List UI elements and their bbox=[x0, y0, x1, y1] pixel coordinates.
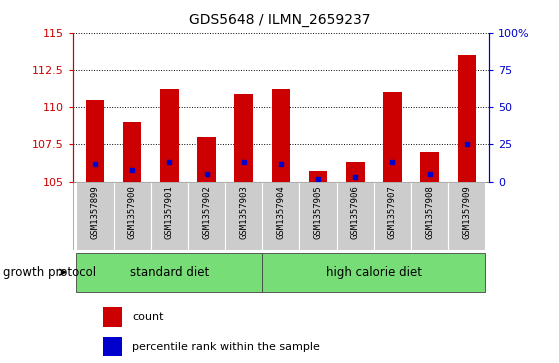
Bar bbox=[77, 253, 262, 292]
Text: GSM1357909: GSM1357909 bbox=[462, 185, 471, 239]
Bar bbox=[383, 92, 402, 182]
Text: GDS5648 / ILMN_2659237: GDS5648 / ILMN_2659237 bbox=[189, 13, 370, 27]
Bar bbox=[420, 152, 439, 182]
Text: GSM1357901: GSM1357901 bbox=[165, 185, 174, 239]
Text: GSM1357904: GSM1357904 bbox=[276, 185, 286, 239]
Bar bbox=[309, 171, 328, 182]
Bar bbox=[86, 100, 105, 182]
Text: GSM1357902: GSM1357902 bbox=[202, 185, 211, 239]
Bar bbox=[300, 182, 337, 250]
Text: growth protocol: growth protocol bbox=[3, 266, 96, 279]
Text: percentile rank within the sample: percentile rank within the sample bbox=[132, 342, 320, 352]
Bar bbox=[123, 122, 141, 182]
Bar bbox=[374, 182, 411, 250]
Text: GSM1357907: GSM1357907 bbox=[388, 185, 397, 239]
Text: GSM1357900: GSM1357900 bbox=[127, 185, 136, 239]
Text: GSM1357905: GSM1357905 bbox=[314, 185, 323, 239]
Bar bbox=[160, 89, 179, 182]
Bar bbox=[411, 182, 448, 250]
Bar bbox=[457, 55, 476, 182]
Bar bbox=[272, 89, 290, 182]
Bar bbox=[113, 182, 151, 250]
Bar bbox=[77, 182, 113, 250]
Text: GSM1357899: GSM1357899 bbox=[91, 185, 100, 239]
Bar bbox=[262, 182, 300, 250]
Text: count: count bbox=[132, 312, 163, 322]
Text: standard diet: standard diet bbox=[130, 266, 209, 279]
Bar bbox=[197, 137, 216, 182]
Bar bbox=[103, 337, 122, 356]
Text: GSM1357903: GSM1357903 bbox=[239, 185, 248, 239]
Bar bbox=[188, 182, 225, 250]
Bar bbox=[103, 307, 122, 327]
Text: high calorie diet: high calorie diet bbox=[326, 266, 422, 279]
Bar bbox=[262, 253, 485, 292]
Bar bbox=[448, 182, 485, 250]
Text: GSM1357908: GSM1357908 bbox=[425, 185, 434, 239]
Bar bbox=[234, 94, 253, 182]
Bar bbox=[337, 182, 374, 250]
Bar bbox=[151, 182, 188, 250]
Text: GSM1357906: GSM1357906 bbox=[350, 185, 360, 239]
Bar bbox=[346, 162, 364, 182]
Bar bbox=[225, 182, 262, 250]
